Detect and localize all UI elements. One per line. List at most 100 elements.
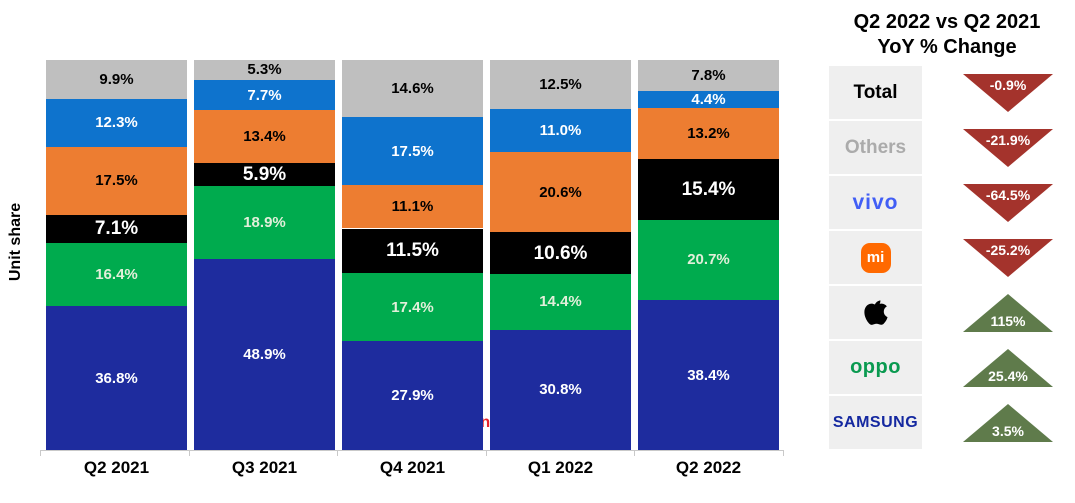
brand-cell-vivo: vivo xyxy=(829,176,922,229)
bar-segment-value: 20.6% xyxy=(539,183,582,201)
x-axis-category-label: Q1 2022 xyxy=(527,458,594,477)
bar-segment-vivo: 7.7% xyxy=(194,80,335,111)
yoy-row-oppo: oppo 25.4% xyxy=(829,341,1065,394)
bar-segment-samsung: 30.8% xyxy=(490,329,631,450)
stacked-bar-q1-2022: 30.8% 14.4% 10.6% 20.6% 11.0% 12.5% xyxy=(490,60,631,450)
bar-segment-xiaomi: 11.1% xyxy=(342,185,483,229)
brand-cell-apple xyxy=(829,286,922,339)
x-axis-tick xyxy=(337,450,339,456)
bar-segment-others: 12.5% xyxy=(490,60,631,110)
bar-segment-value: 18.9% xyxy=(243,213,286,231)
bar-segment-apple: 11.5% xyxy=(342,228,483,274)
x-axis-tick xyxy=(783,450,784,456)
bar-segment-apple: 10.6% xyxy=(490,232,631,274)
bar-segment-oppo: 20.7% xyxy=(638,219,779,301)
bar-segment-value: 7.8% xyxy=(691,67,726,85)
bar-segment-value: 17.5% xyxy=(391,142,434,160)
bar-segment-vivo: 11.0% xyxy=(490,109,631,153)
bar-segment-oppo: 14.4% xyxy=(490,273,631,330)
others-logo-text: Others xyxy=(844,136,907,158)
bar-segment-value: 30.8% xyxy=(539,381,582,399)
yoy-row-total: Total -0.9% xyxy=(829,66,1065,119)
stacked-bar-q3-2021: 48.9% 18.9% 5.9% 13.4% 7.7% 5.3% xyxy=(194,59,335,450)
bar-segment-value: 11.0% xyxy=(539,122,582,140)
x-axis-category-label: Q2 2021 xyxy=(83,458,150,477)
brand-cell-xiaomi: mi xyxy=(829,231,922,284)
bar-segment-samsung: 27.9% xyxy=(342,341,483,450)
bar-segment-value: 36.8% xyxy=(95,369,138,387)
xiaomi-logo-text: mi xyxy=(866,249,885,266)
bar-segment-value: 7.1% xyxy=(94,218,139,240)
yoy-row-others: Others -21.9% xyxy=(829,121,1065,174)
yoy-row-vivo: vivo -64.5% xyxy=(829,176,1065,229)
x-axis-line xyxy=(40,450,784,451)
brand-cell-others: Others xyxy=(829,121,922,174)
yoy-change-value: -21.9% xyxy=(985,132,1031,148)
bar-segment-value: 7.7% xyxy=(247,86,282,104)
bar-segment-value: 9.9% xyxy=(99,70,134,88)
bar-segment-value: 17.4% xyxy=(391,298,434,316)
bar-segment-value: 10.6% xyxy=(533,242,588,264)
yoy-row-apple: 115% xyxy=(829,286,1065,339)
x-axis-category-label: Q3 2021 xyxy=(231,458,298,477)
samsung-logo-text: SAMSUNG xyxy=(832,413,919,431)
x-axis-category-label: Q2 2022 xyxy=(675,458,742,477)
xiaomi-logo-icon: mi xyxy=(860,242,891,273)
bar-segment-vivo: 12.3% xyxy=(46,98,187,147)
yoy-row-samsung: SAMSUNG 3.5% xyxy=(829,396,1065,449)
yoy-title-line1: Q2 2022 vs Q2 2021 xyxy=(853,11,1041,33)
stacked-bar-q2-2021: 36.8% 16.4% 7.1% 17.5% 12.3% 9.9% xyxy=(46,60,187,450)
plot-area: Counterpoint Technology Market Research … xyxy=(40,59,784,477)
yoy-up-triangle-oppo: 25.4% xyxy=(963,349,1053,387)
bar-segment-others: 14.6% xyxy=(342,60,483,117)
x-axis-tick xyxy=(634,450,636,456)
bar-segment-value: 48.9% xyxy=(243,346,286,364)
yoy-rows: Total -0.9% Others -21.9% vivo -64.5% mi -25.2%… xyxy=(829,66,1065,449)
bar-segment-apple: 7.1% xyxy=(46,214,187,243)
bar-segment-value: 4.4% xyxy=(691,90,726,108)
yoy-panel-title: Q2 2022 vs Q2 2021 YoY % Change xyxy=(829,10,1065,60)
bar-segment-value: 38.4% xyxy=(687,366,730,384)
bar-segment-value: 12.3% xyxy=(95,114,138,132)
vivo-logo-text: vivo xyxy=(852,190,899,214)
bar-segment-oppo: 18.9% xyxy=(194,185,335,260)
bar-segment-value: 11.1% xyxy=(391,198,434,216)
yoy-change-value: -25.2% xyxy=(985,242,1031,258)
bar-segment-value: 20.7% xyxy=(687,251,730,269)
bar-segment-value: 16.4% xyxy=(95,266,138,283)
brand-cell-oppo: oppo xyxy=(829,341,922,394)
bar-segment-value: 5.9% xyxy=(242,163,287,185)
x-axis-tick xyxy=(485,450,487,456)
bar-segment-apple: 15.4% xyxy=(638,159,779,220)
bar-segment-oppo: 17.4% xyxy=(342,273,483,342)
yoy-title-line2: YoY % Change xyxy=(877,36,1017,58)
total-logo-text: Total xyxy=(853,81,898,103)
yoy-down-triangle-xiaomi: -25.2% xyxy=(963,239,1053,277)
stacked-bar-q2-2022: 38.4% 20.7% 15.4% 13.2% 4.4% 7.8% xyxy=(638,60,779,450)
yoy-change-value: -64.5% xyxy=(985,187,1031,203)
bar-segment-value: 13.2% xyxy=(687,125,730,143)
bar-segment-value: 13.4% xyxy=(243,127,286,145)
yoy-row-xiaomi: mi -25.2% xyxy=(829,231,1065,284)
yoy-change-value: -0.9% xyxy=(989,77,1027,93)
yoy-down-triangle-total: -0.9% xyxy=(963,74,1053,112)
bar-segment-vivo: 17.5% xyxy=(342,116,483,186)
bar-segment-xiaomi: 20.6% xyxy=(490,152,631,233)
yoy-change-value: 25.4% xyxy=(988,368,1028,384)
bar-segment-value: 12.5% xyxy=(539,76,582,94)
bar-segment-others: 7.8% xyxy=(638,60,779,91)
yoy-change-value: 3.5% xyxy=(992,423,1024,439)
yoy-down-triangle-others: -21.9% xyxy=(963,129,1053,167)
bar-segment-samsung: 38.4% xyxy=(638,300,779,450)
x-axis-tick xyxy=(188,450,190,456)
bar-segment-others: 9.9% xyxy=(46,60,187,99)
stacked-bar-q4-2021: 27.9% 17.4% 11.5% 11.1% 17.5% 14.6% xyxy=(342,60,483,450)
bar-segment-vivo: 4.4% xyxy=(638,90,779,108)
yoy-up-triangle-samsung: 3.5% xyxy=(963,404,1053,442)
brand-cell-total: Total xyxy=(829,66,922,119)
yoy-change-value: 115% xyxy=(990,313,1026,329)
bar-segment-xiaomi: 13.2% xyxy=(638,107,779,160)
bar-segment-oppo: 16.4% xyxy=(46,242,187,307)
x-axis-category-label: Q4 2021 xyxy=(379,458,446,477)
